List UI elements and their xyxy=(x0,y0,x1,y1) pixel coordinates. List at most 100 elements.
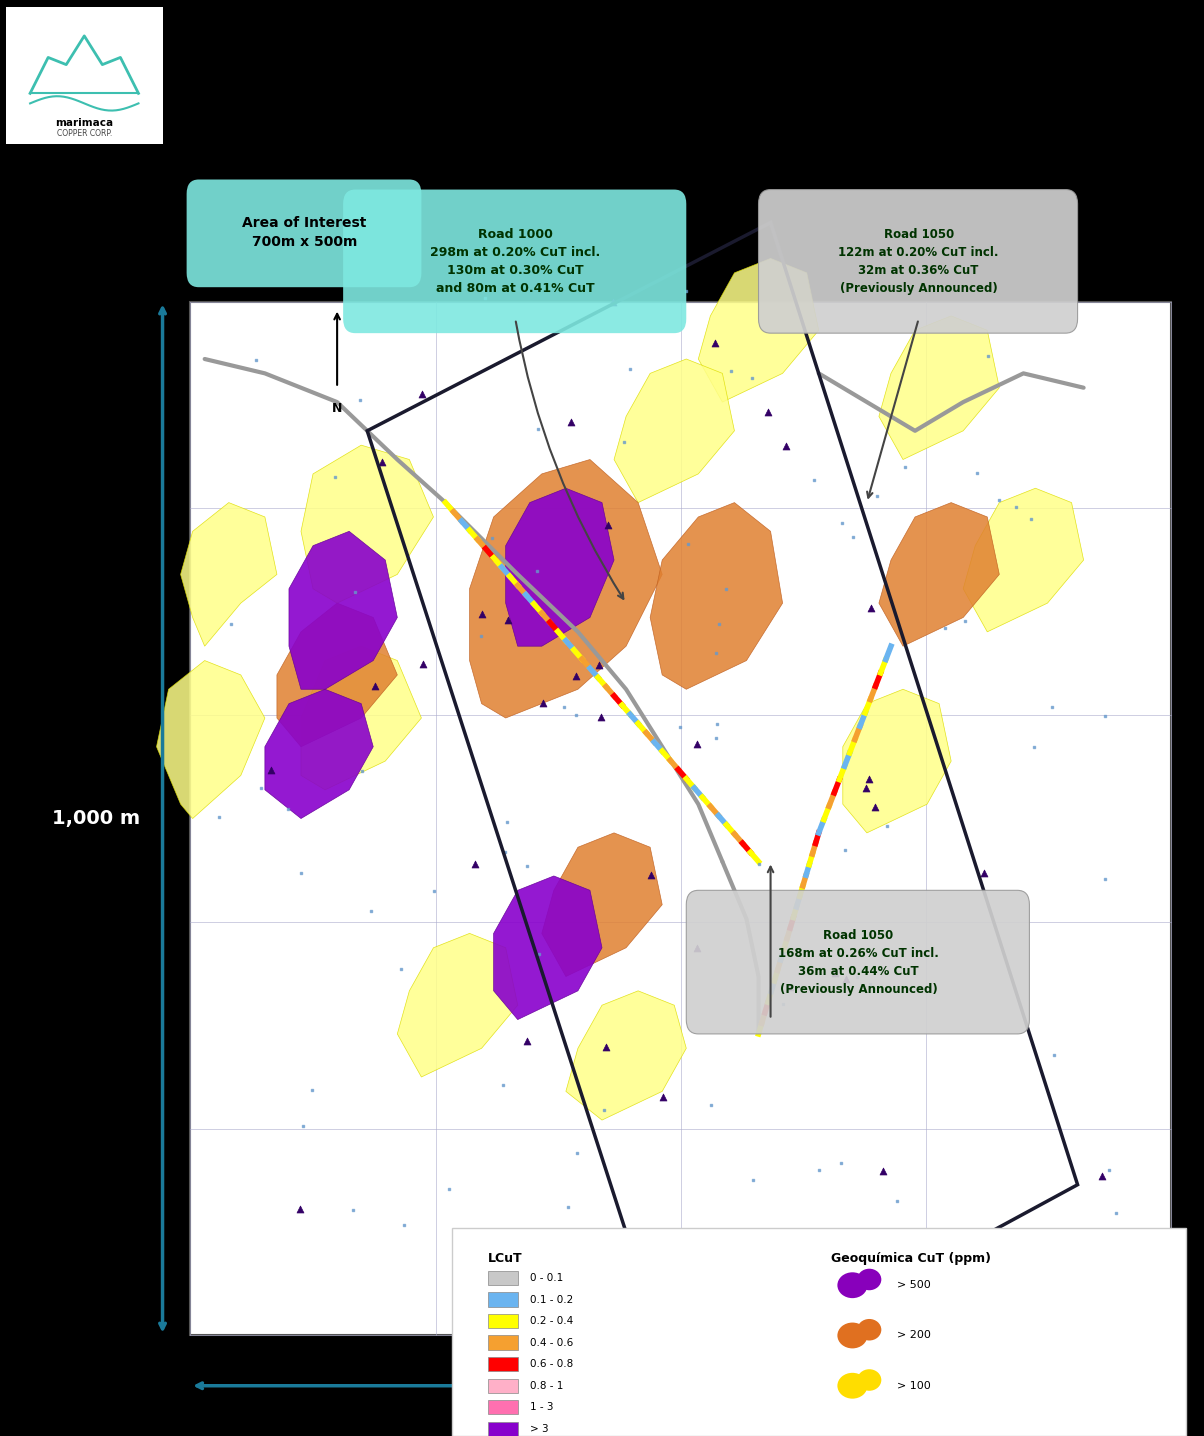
Point xyxy=(857,777,877,800)
Text: > 500: > 500 xyxy=(897,1281,931,1290)
Ellipse shape xyxy=(838,1323,867,1348)
Point xyxy=(836,839,855,862)
Point xyxy=(529,416,548,439)
Point xyxy=(653,1086,672,1109)
Point xyxy=(867,484,886,507)
Point xyxy=(750,853,769,876)
Polygon shape xyxy=(277,603,397,747)
Polygon shape xyxy=(542,833,662,976)
Text: > 200: > 200 xyxy=(897,1331,931,1340)
Point xyxy=(1043,695,1062,718)
Point xyxy=(743,366,762,389)
Ellipse shape xyxy=(857,1370,881,1390)
Point xyxy=(861,972,880,995)
Point xyxy=(744,1169,763,1192)
Point xyxy=(366,675,385,698)
Point xyxy=(702,1093,721,1116)
Point xyxy=(279,797,299,820)
Point xyxy=(589,653,608,676)
FancyBboxPatch shape xyxy=(488,1400,518,1414)
Point xyxy=(494,1074,513,1097)
Point xyxy=(594,1099,613,1122)
Point xyxy=(836,966,855,989)
Polygon shape xyxy=(566,991,686,1120)
Point xyxy=(804,468,824,491)
Text: Area of Interest
700m x 500m: Area of Interest 700m x 500m xyxy=(242,217,367,248)
Ellipse shape xyxy=(857,1318,881,1341)
Point xyxy=(372,451,391,474)
Point xyxy=(873,1160,892,1183)
Text: Road 1050
122m at 0.20% CuT incl.
32m at 0.36% CuT
(Previously Announced): Road 1050 122m at 0.20% CuT incl. 32m at… xyxy=(838,228,999,294)
Point xyxy=(671,715,690,738)
Point xyxy=(567,1142,586,1165)
Point xyxy=(517,1030,536,1053)
Point xyxy=(425,879,444,902)
FancyBboxPatch shape xyxy=(190,302,1171,1335)
Ellipse shape xyxy=(838,1272,867,1298)
Point xyxy=(710,613,730,636)
FancyBboxPatch shape xyxy=(488,1422,518,1436)
Point xyxy=(209,806,229,829)
Polygon shape xyxy=(879,503,999,646)
Polygon shape xyxy=(397,933,518,1077)
Point xyxy=(614,431,633,454)
FancyBboxPatch shape xyxy=(759,190,1078,333)
Polygon shape xyxy=(301,445,433,603)
Point xyxy=(466,853,485,876)
Point xyxy=(598,513,618,536)
Point xyxy=(346,582,365,605)
Point xyxy=(561,411,580,434)
Point xyxy=(567,704,586,727)
Point xyxy=(291,862,311,885)
Point xyxy=(707,727,726,750)
Text: 0.8 - 1: 0.8 - 1 xyxy=(530,1381,563,1390)
Text: 1 - 3: 1 - 3 xyxy=(530,1403,554,1412)
Point xyxy=(642,864,661,887)
Point xyxy=(896,455,915,478)
Point xyxy=(773,992,792,1015)
Polygon shape xyxy=(698,258,819,402)
Point xyxy=(518,854,537,877)
Point xyxy=(290,1198,309,1221)
Point xyxy=(483,526,502,549)
Text: 800 m: 800 m xyxy=(604,1376,672,1396)
FancyBboxPatch shape xyxy=(6,7,163,144)
Point xyxy=(555,695,574,718)
Text: Road 1050
168m at 0.26% CuT incl.
36m at 0.44% CuT
(Previously Announced): Road 1050 168m at 0.26% CuT incl. 36m at… xyxy=(778,929,939,995)
FancyBboxPatch shape xyxy=(566,1363,710,1417)
Point xyxy=(1025,735,1044,758)
Point xyxy=(222,612,241,635)
Point xyxy=(1093,1165,1112,1188)
Text: 0 - 0.1: 0 - 0.1 xyxy=(530,1274,563,1282)
Point xyxy=(759,401,778,424)
Point xyxy=(716,577,736,600)
Polygon shape xyxy=(470,460,662,718)
FancyBboxPatch shape xyxy=(488,1357,518,1371)
Point xyxy=(780,975,799,998)
Text: > 3: > 3 xyxy=(530,1425,548,1433)
Point xyxy=(533,692,553,715)
Point xyxy=(391,958,411,981)
Point xyxy=(777,434,796,457)
Text: 1,000 m: 1,000 m xyxy=(52,808,141,829)
Point xyxy=(498,607,518,630)
Text: Road 1000
298m at 0.20% CuT incl.
130m at 0.30% CuT
and 80m at 0.41% CuT: Road 1000 298m at 0.20% CuT incl. 130m a… xyxy=(430,228,601,294)
Point xyxy=(809,1157,828,1180)
Point xyxy=(677,280,696,303)
Point xyxy=(721,359,740,382)
Polygon shape xyxy=(157,661,265,819)
Point xyxy=(471,625,490,648)
Point xyxy=(687,732,707,755)
Point xyxy=(848,965,867,988)
Point xyxy=(979,345,998,368)
Point xyxy=(887,1189,907,1212)
Point xyxy=(972,1274,991,1297)
Point xyxy=(472,603,491,626)
Point xyxy=(1106,1202,1126,1225)
Ellipse shape xyxy=(838,1373,867,1399)
Point xyxy=(956,609,975,632)
Polygon shape xyxy=(843,689,951,833)
FancyBboxPatch shape xyxy=(686,890,1029,1034)
Point xyxy=(527,560,547,583)
Point xyxy=(1096,867,1115,890)
